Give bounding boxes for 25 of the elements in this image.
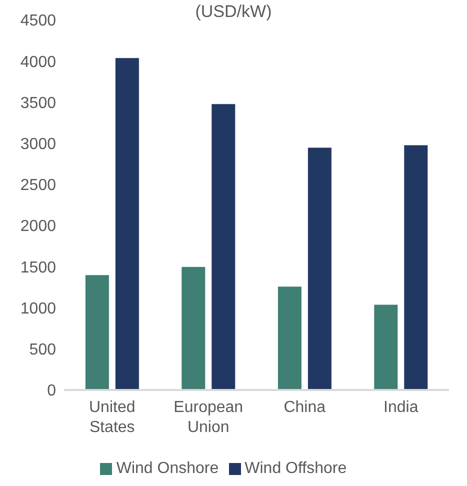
- bar: [84, 274, 110, 390]
- y-tick-label: 3500: [20, 94, 56, 112]
- y-tick-label: 0: [47, 382, 56, 400]
- x-tick-label: India: [384, 399, 418, 416]
- y-tick-label: 500: [29, 342, 56, 359]
- bar: [307, 147, 332, 390]
- x-tick-label: European Union: [174, 399, 244, 436]
- bar: [277, 286, 302, 390]
- y-tick-label: 1500: [20, 259, 56, 276]
- y-tick-label: 2500: [20, 177, 56, 194]
- y-tick-label: 3000: [20, 136, 56, 154]
- bar: [181, 266, 206, 390]
- y-tick-label: 1000: [20, 300, 56, 318]
- bar: [374, 304, 398, 390]
- y-tick-label: 4000: [20, 54, 56, 71]
- bar: [211, 104, 236, 390]
- bar: [404, 144, 428, 390]
- y-tick-label: 2000: [20, 218, 56, 236]
- bar: [114, 58, 140, 390]
- legend-label: Wind Offshore: [244, 460, 347, 477]
- legend-label: Wind Onshore: [116, 460, 219, 477]
- chart-title: (USD/kW): [195, 2, 272, 21]
- y-tick-label: 4500: [20, 12, 56, 30]
- x-tick-label: China: [284, 399, 326, 416]
- x-tick-label: United States: [89, 399, 136, 436]
